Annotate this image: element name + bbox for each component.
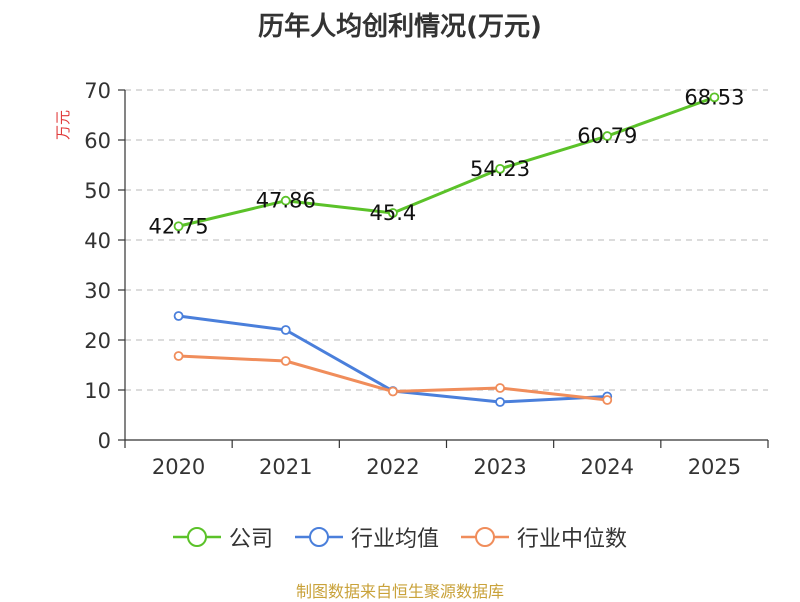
x-tick-label: 2020 bbox=[152, 455, 205, 479]
data-point bbox=[602, 395, 613, 405]
data-label: 60.79 bbox=[577, 124, 637, 148]
data-point bbox=[388, 386, 398, 397]
data-label: 42.75 bbox=[149, 214, 209, 238]
data-point bbox=[602, 131, 613, 141]
legend-swatch bbox=[461, 527, 509, 547]
legend-swatch bbox=[172, 527, 221, 547]
y-tick-label: 60 bbox=[84, 129, 111, 153]
x-tick-label: 2021 bbox=[259, 455, 312, 479]
y-tick-label: 40 bbox=[84, 229, 111, 253]
data-point bbox=[709, 92, 720, 103]
y-tick-label: 0 bbox=[98, 429, 111, 453]
x-tick-label: 2024 bbox=[581, 455, 634, 479]
legend-label: 行业均值 bbox=[350, 527, 439, 552]
y-axis-label: 万元 bbox=[54, 110, 72, 140]
source-note: 制图数据来自恒生聚源数据库 bbox=[295, 582, 504, 601]
chart-title: 历年人均创利情况(万元) bbox=[258, 12, 542, 42]
y-tick-label: 70 bbox=[84, 79, 111, 103]
data-point bbox=[280, 325, 291, 335]
data-label: 45.4 bbox=[370, 201, 417, 225]
data-point bbox=[173, 311, 184, 321]
data-point bbox=[173, 351, 184, 361]
legend-swatch bbox=[294, 527, 343, 547]
legend: 公司 行业均值 行业中位数 bbox=[0, 520, 800, 554]
data-point bbox=[388, 208, 398, 218]
legend-label: 公司 bbox=[228, 527, 273, 552]
legend-item[interactable]: 行业均值 bbox=[294, 521, 439, 553]
data-label: 68.53 bbox=[684, 85, 744, 109]
x-tick-label: 2023 bbox=[473, 455, 526, 479]
data-point bbox=[495, 383, 505, 393]
legend-item[interactable]: 公司 bbox=[172, 521, 273, 553]
x-tick-label: 2025 bbox=[688, 455, 741, 479]
data-label: 54.23 bbox=[470, 157, 530, 181]
data-point bbox=[495, 163, 505, 174]
data-point bbox=[495, 397, 505, 407]
x-tick-label: 2022 bbox=[366, 455, 419, 479]
data-point bbox=[280, 195, 291, 206]
y-tick-label: 10 bbox=[84, 379, 111, 403]
y-tick-label: 30 bbox=[84, 279, 111, 303]
series-line bbox=[178, 95, 715, 228]
data-point bbox=[173, 221, 184, 232]
y-tick-label: 20 bbox=[84, 329, 111, 353]
legend-label: 行业中位数 bbox=[517, 527, 628, 552]
y-tick-label: 50 bbox=[84, 179, 111, 203]
data-label: 47.86 bbox=[256, 189, 316, 213]
legend-item[interactable]: 行业中位数 bbox=[461, 521, 627, 553]
data-point bbox=[280, 356, 291, 366]
